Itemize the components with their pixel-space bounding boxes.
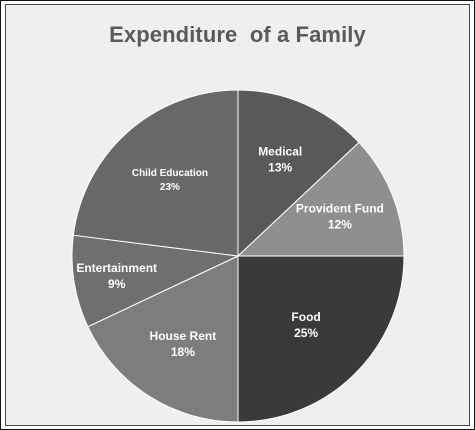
pie-slices bbox=[71, 89, 405, 423]
slice-label-child-education: Child Education bbox=[132, 168, 208, 179]
pie-slice-child-education bbox=[72, 89, 239, 257]
pie-slice-provident-fund bbox=[236, 141, 405, 257]
pie-slice-food bbox=[237, 255, 405, 423]
slice-label-house-rent: House Rent bbox=[150, 329, 217, 343]
pie-slice-medical bbox=[237, 89, 360, 258]
slice-label-medical: Medical bbox=[258, 145, 302, 159]
chart-title: Expenditure of a Family bbox=[109, 22, 366, 47]
slice-value-child-education: 23% bbox=[160, 182, 180, 193]
slice-value-entertainment: 9% bbox=[108, 277, 126, 291]
pie-slice-entertainment bbox=[71, 234, 240, 328]
slice-value-food: 25% bbox=[294, 326, 318, 340]
slice-value-provident-fund: 12% bbox=[328, 218, 352, 232]
slice-value-medical: 13% bbox=[268, 161, 292, 175]
slice-value-house-rent: 18% bbox=[171, 345, 195, 359]
slice-label-entertainment: Entertainment bbox=[76, 261, 157, 275]
pie-slice-house-rent bbox=[87, 255, 239, 423]
slice-label-provident-fund: Provident Fund bbox=[296, 202, 384, 216]
slice-label-food: Food bbox=[291, 310, 320, 324]
pie-labels: Medical 13% Provident Fund 12% Food 25% House … bbox=[76, 145, 384, 359]
